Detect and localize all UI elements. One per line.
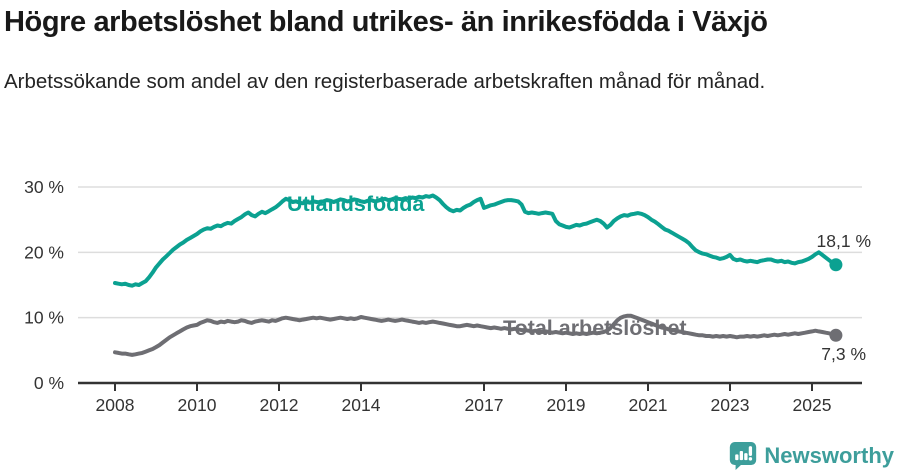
x-tick-label: 2008 — [96, 395, 135, 415]
x-tick-label: 2021 — [629, 395, 668, 415]
chart-subtitle: Arbetssökande som andel av den registerb… — [4, 70, 766, 93]
total-unemployment-line — [113, 313, 838, 357]
x-tick-label: 2019 — [547, 395, 586, 415]
newsworthy-logo: Newsworthy — [729, 441, 894, 471]
newsworthy-wordmark: Newsworthy — [764, 443, 894, 468]
foreign-born-end-dot — [829, 258, 843, 272]
y-tick-label: 0 % — [34, 373, 64, 393]
speech-bubble-bar-chart-icon — [730, 442, 757, 470]
total-end-value: 7,3 % — [821, 344, 866, 364]
x-tick-label: 2014 — [342, 395, 381, 415]
x-tick-label: 2010 — [178, 395, 217, 415]
total-series-label: Total arbetslöshet — [503, 316, 687, 340]
total-end-dot — [829, 328, 843, 342]
page-title: Högre arbetslöshet bland utrikes- än inr… — [4, 6, 768, 38]
x-tick-label: 2017 — [465, 395, 504, 415]
y-tick-label: 20 % — [24, 242, 64, 262]
x-tick-label: 2012 — [260, 395, 299, 415]
foreign-born-line — [113, 193, 838, 288]
x-tick-label: 2023 — [711, 395, 750, 415]
y-tick-label: 30 % — [24, 177, 64, 197]
y-tick-label: 10 % — [24, 308, 64, 328]
foreign-born-end-value: 18,1 % — [817, 231, 871, 251]
foreign-born-series-label: Utlandsfödda — [287, 192, 425, 216]
x-tick-label: 2025 — [793, 395, 832, 415]
